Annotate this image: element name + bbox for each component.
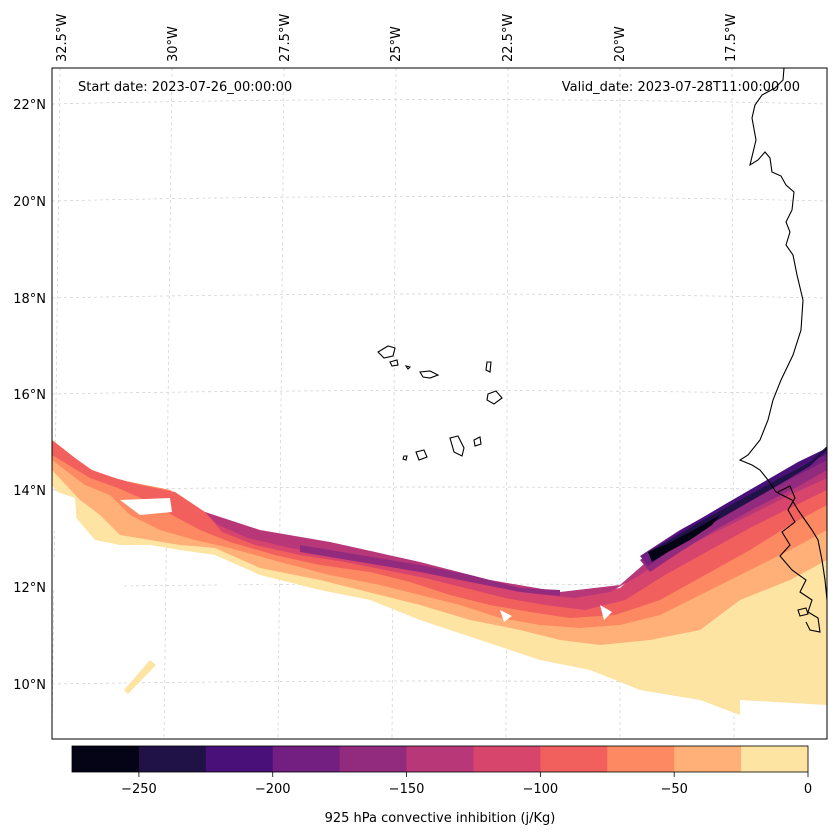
lat-label: 14°N xyxy=(13,484,46,499)
colorbar-tick-label: −250 xyxy=(121,782,157,797)
colorbar-cell xyxy=(272,746,341,772)
cape-verde-maio xyxy=(473,436,482,447)
colorbar-cell xyxy=(540,746,608,772)
lon-label: 25°W xyxy=(389,26,404,62)
colorbar-cell xyxy=(72,746,140,772)
colorbar-ticks: −250 −200 −150 −100 −50 0 xyxy=(121,772,812,797)
map-border xyxy=(51,67,828,740)
cin-band-0-patch xyxy=(124,660,156,694)
cin-band-150 xyxy=(300,545,560,596)
colorbar-cells xyxy=(72,746,809,772)
lon-label: 17.5°W xyxy=(724,14,739,62)
colorbar-cell xyxy=(339,746,408,772)
bijagos-islands xyxy=(797,607,809,617)
lon-label: 30°W xyxy=(166,26,181,62)
lon-label: 32.5°W xyxy=(55,14,70,62)
colorbar-tick-label: −50 xyxy=(660,782,687,797)
colorbar-cell xyxy=(741,746,809,772)
longitude-labels: 32.5°W 30°W 27.5°W 25°W 22.5°W 20°W 17.5… xyxy=(55,14,739,62)
cape-verde-boa-vista xyxy=(486,390,503,405)
start-date-text: Start date: 2023-07-26_00:00:00 xyxy=(78,80,292,95)
colorbar-title: 925 hPa convective inhibition (j/Kg) xyxy=(325,811,556,826)
lon-label: 27.5°W xyxy=(278,14,293,62)
lat-label: 12°N xyxy=(13,581,46,596)
cin-contours xyxy=(52,440,827,739)
cape-verde-santo-antao xyxy=(377,345,396,359)
colorbar-tick-label: −200 xyxy=(255,782,291,797)
cin-band-0 xyxy=(52,440,827,720)
lat-label: 20°N xyxy=(13,195,46,210)
colorbar-cell xyxy=(607,746,675,772)
cape-verde-sal xyxy=(485,361,492,373)
cin-band-75 xyxy=(52,440,827,618)
cape-verde-fogo xyxy=(415,449,428,461)
cin-band-225 xyxy=(648,446,827,558)
colorbar-tick-label: −150 xyxy=(389,782,425,797)
coastlines xyxy=(377,67,828,633)
cape-verde-brava xyxy=(402,455,408,461)
cape-verde-sao-nicolau xyxy=(419,370,440,379)
colorbar-cell xyxy=(473,746,541,772)
lat-label: 10°N xyxy=(13,678,46,693)
cape-verde-santiago xyxy=(449,435,465,457)
lat-label: 22°N xyxy=(13,98,46,113)
colorbar-cell xyxy=(138,746,207,772)
latitude-labels: 22°N 20°N 18°N 16°N 14°N 12°N 10°N xyxy=(13,98,46,693)
colorbar-cell xyxy=(674,746,742,772)
cin-band-100 xyxy=(205,455,827,610)
lon-label: 20°W xyxy=(613,26,628,62)
colorbar-tick-label: 0 xyxy=(804,782,812,797)
lat-label: 18°N xyxy=(13,292,46,307)
africa-coastline xyxy=(738,67,828,601)
cape-verde-santa-luzia xyxy=(404,365,412,370)
lat-label: 16°N xyxy=(13,388,46,403)
cape-verde-sao-vicente xyxy=(389,359,399,367)
colorbar-cell xyxy=(205,746,274,772)
colorbar: −250 −200 −150 −100 −50 0 925 hPa convective … xyxy=(71,745,812,826)
valid-date-text: Valid_date: 2023-07-28T11:00:00.00 xyxy=(562,80,800,95)
colorbar-cell xyxy=(406,746,474,772)
colorbar-tick-label: −100 xyxy=(523,782,559,797)
colorbar-border xyxy=(71,745,809,773)
lon-label: 22.5°W xyxy=(501,14,516,62)
guinea-bissau-coast xyxy=(777,485,821,633)
cin-band-250 xyxy=(648,515,720,562)
